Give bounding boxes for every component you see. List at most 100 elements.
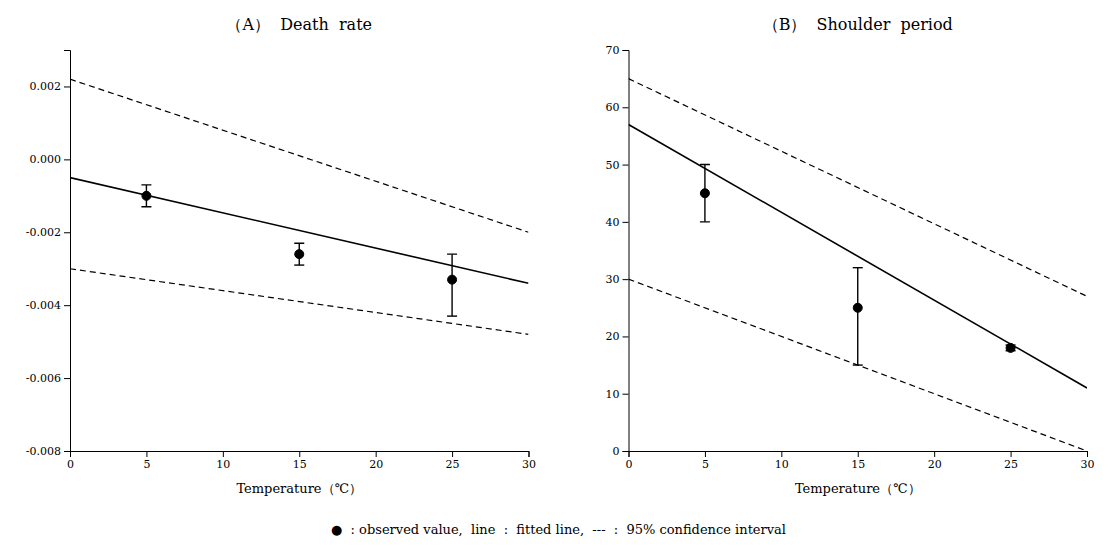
figure: 0 5 10 15 20 25 30 0.002 0.000 -0.002 -0.004 -0.006… xyxy=(0,0,1117,546)
y-axis-tick-label: 0 xyxy=(613,445,620,458)
y-axis-tick-mark xyxy=(64,86,70,87)
observed-point xyxy=(448,275,457,284)
x-axis-tick-mark xyxy=(299,451,300,457)
error-bar xyxy=(451,254,452,316)
x-axis-tick: 15 xyxy=(293,451,307,471)
x-axis-tick-mark xyxy=(376,451,377,457)
x-axis-tick-mark xyxy=(1011,451,1012,457)
plot-area xyxy=(70,79,529,334)
y-axis-tick-label: 40 xyxy=(606,216,620,229)
y-axis-tick: 60 xyxy=(606,101,629,114)
observed-point-group xyxy=(141,185,151,207)
x-axis-tick-mark xyxy=(529,451,530,457)
y-axis-tick: -0.004 xyxy=(26,299,70,312)
error-cap-low xyxy=(141,206,151,207)
y-axis-tick-label: -0.002 xyxy=(26,226,61,239)
y-axis-tick-label: 0.002 xyxy=(30,80,62,93)
y-axis-tick: 40 xyxy=(606,216,629,229)
error-cap-high xyxy=(447,253,457,254)
x-axis-tick-label: 15 xyxy=(851,458,865,471)
error-cap-low xyxy=(447,315,457,316)
x-axis-tick: 0 xyxy=(626,451,633,471)
y-axis-tick: 0.002 xyxy=(30,80,71,93)
fitted-line xyxy=(70,178,529,284)
x-axis-tick-label: 10 xyxy=(216,458,230,471)
y-axis-tick: -0.008 xyxy=(26,445,70,458)
y-axis-tick: -0.002 xyxy=(26,226,70,239)
y-axis-tick: 30 xyxy=(606,273,629,286)
confidence-line xyxy=(70,79,529,232)
confidence-line xyxy=(70,269,529,335)
x-axis-tick-mark xyxy=(934,451,935,457)
y-axis-tick-mark xyxy=(623,165,629,166)
x-axis-tick-label: 5 xyxy=(702,458,709,471)
x-axis-tick: 5 xyxy=(702,451,709,471)
y-axis-tick-mark xyxy=(64,159,70,160)
observed-point xyxy=(1006,343,1015,352)
x-axis-tick-label: 20 xyxy=(369,458,383,471)
y-axis-tick-mark xyxy=(623,394,629,395)
y-axis-tick-label: -0.004 xyxy=(26,299,61,312)
y-axis-tick-label: 20 xyxy=(606,330,620,343)
x-axis-title: Temperature（℃） xyxy=(795,481,921,496)
x-axis-tick-label: 20 xyxy=(928,458,942,471)
x-axis-tick-mark xyxy=(146,451,147,457)
x-axis-tick-label: 30 xyxy=(1081,458,1095,471)
x-axis-tick: 25 xyxy=(1004,451,1018,471)
error-cap-high xyxy=(294,243,304,244)
title: （A） Death rate xyxy=(226,15,372,34)
fitted-line xyxy=(629,124,1088,388)
y-axis: 010203040506070 xyxy=(606,44,630,458)
legend-note: ● : observed value, line : fitted line, … xyxy=(331,522,786,537)
confidence-line xyxy=(629,279,1088,451)
panel: 051015202530010203040506070（B） Shoulder … xyxy=(606,15,1095,496)
y-axis-tick-mark xyxy=(623,222,629,223)
y-axis-tick-mark xyxy=(64,232,70,233)
error-cap-high xyxy=(853,267,863,268)
x-axis-tick: 20 xyxy=(928,451,942,471)
x-axis-tick: 10 xyxy=(216,451,230,471)
y-axis-line xyxy=(64,51,71,452)
x-axis-tick: 25 xyxy=(446,451,460,471)
x-axis-line xyxy=(71,452,530,458)
y-axis-tick-mark xyxy=(623,279,629,280)
y-axis-tick: -0.006 xyxy=(26,372,70,385)
x-axis-tick-label: 10 xyxy=(775,458,789,471)
y-axis-tick-mark xyxy=(623,50,629,51)
y-axis-tick-mark xyxy=(64,378,70,379)
y-axis-tick: 0 xyxy=(613,445,629,458)
error-bar xyxy=(857,268,858,365)
x-axis-tick-label: 25 xyxy=(1004,458,1018,471)
y-axis-tick-mark xyxy=(623,336,629,337)
error-cap-high xyxy=(141,184,151,185)
y-axis-tick-label: 60 xyxy=(606,101,620,114)
error-cap-high xyxy=(700,164,710,165)
x-axis-tick: 20 xyxy=(369,451,383,471)
x-axis: 051015202530 xyxy=(67,451,536,471)
y-axis-tick-mark xyxy=(623,451,629,452)
x-axis-tick: 10 xyxy=(775,451,789,471)
x-axis-tick-label: 0 xyxy=(626,458,633,471)
plot-area xyxy=(629,79,1088,451)
x-axis-tick-label: 5 xyxy=(143,458,150,471)
y-axis-tick: 70 xyxy=(606,44,629,57)
y-axis-tick: 0.000 xyxy=(30,153,71,166)
y-axis-tick-label: -0.008 xyxy=(26,445,61,458)
x-axis-tick-mark xyxy=(223,451,224,457)
y-axis-tick-mark xyxy=(64,305,70,306)
observed-point-group xyxy=(447,254,457,316)
y-axis-tick-label: 10 xyxy=(606,388,620,401)
x-axis-tick: 0 xyxy=(67,451,74,471)
x-axis-tick-mark xyxy=(452,451,453,457)
x-axis-tick-mark xyxy=(858,451,859,457)
observed-point xyxy=(853,303,862,312)
x-axis-tick: 5 xyxy=(143,451,150,471)
confidence-line xyxy=(629,79,1088,297)
error-cap-low xyxy=(700,221,710,222)
x-axis-tick-mark xyxy=(1087,451,1088,457)
y-axis-tick-label: 70 xyxy=(606,44,620,57)
x-axis: 0 5 10 15 20 25 30 xyxy=(626,451,1095,471)
error-cap-low xyxy=(294,264,304,265)
x-axis-tick-mark xyxy=(705,451,706,457)
x-axis-tick-label: 25 xyxy=(446,458,460,471)
